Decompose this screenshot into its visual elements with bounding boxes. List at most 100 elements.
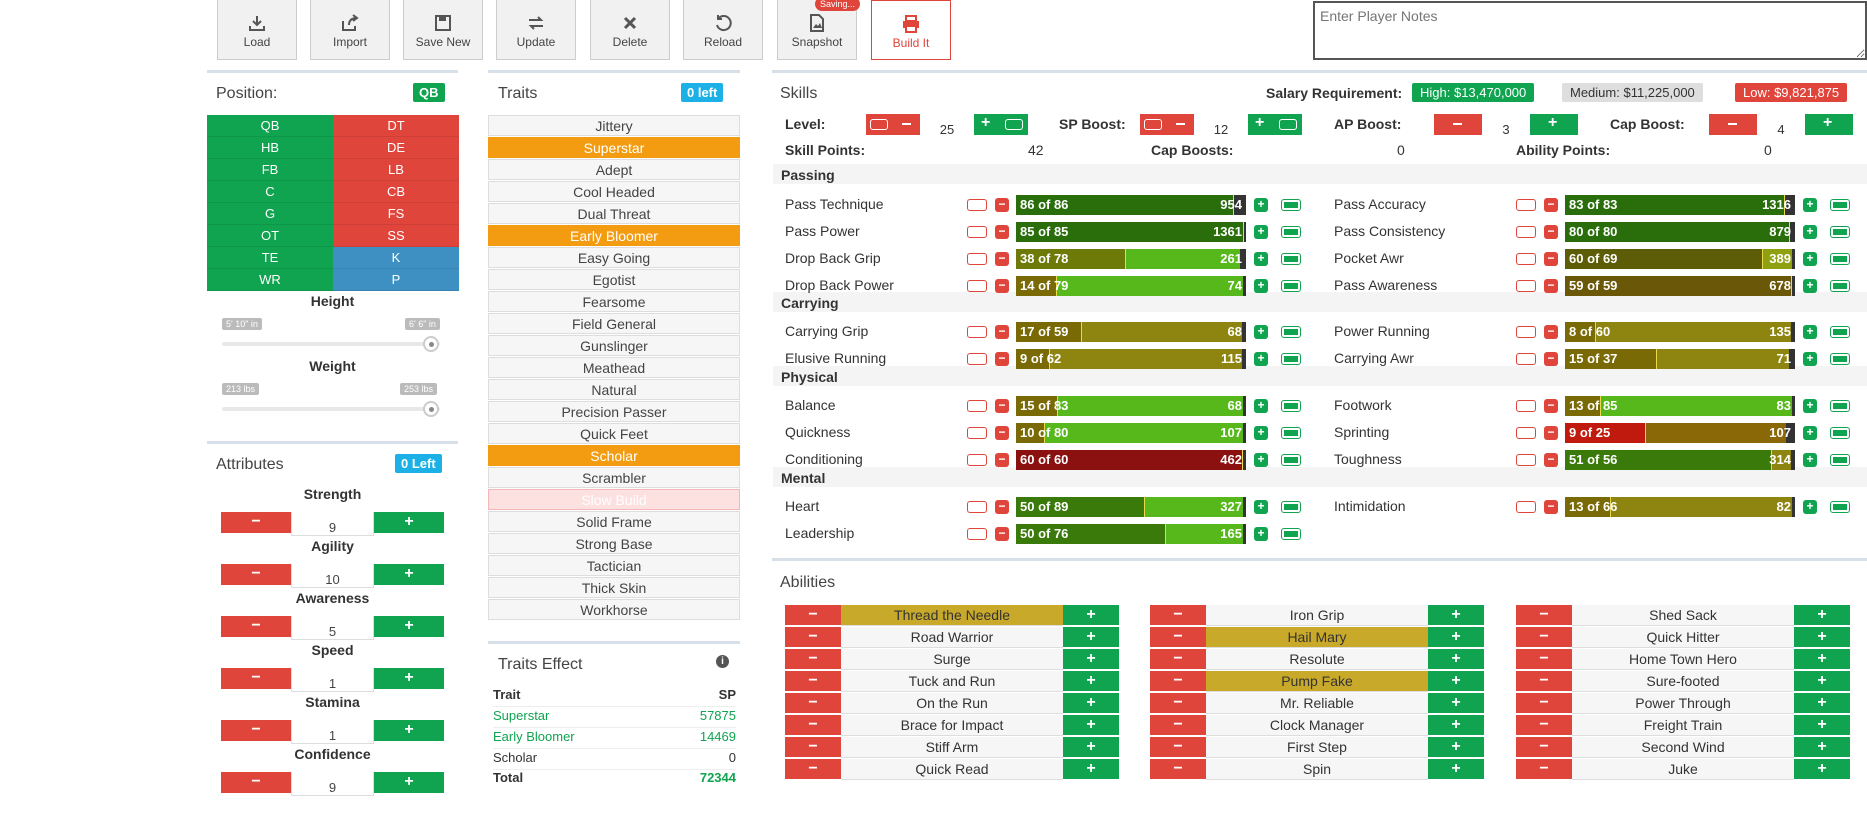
skill-decrease-toughness[interactable]: −: [1544, 453, 1558, 467]
position-button-k[interactable]: K: [333, 247, 459, 269]
ability-freight-train[interactable]: Freight Train: [1572, 715, 1794, 736]
trait-item-gunslinger[interactable]: Gunslinger: [488, 335, 740, 356]
ability-hail-mary[interactable]: Hail Mary: [1206, 627, 1428, 648]
ability-remove-pump-fake[interactable]: −: [1150, 671, 1206, 692]
ability-add-clock-manager[interactable]: +: [1428, 715, 1484, 736]
ability-mr-reliable[interactable]: Mr. Reliable: [1206, 693, 1428, 714]
ability-remove-hail-mary[interactable]: −: [1150, 627, 1206, 648]
skill-increase-power-running[interactable]: +: [1803, 325, 1817, 339]
trait-item-superstar[interactable]: Superstar: [488, 137, 740, 158]
skill-increase-elusive-running[interactable]: +: [1254, 352, 1268, 366]
ability-remove-quick-hitter[interactable]: −: [1516, 627, 1572, 648]
sp-boost-decrease-button[interactable]: [1140, 114, 1194, 135]
battery-icon[interactable]: [1830, 400, 1850, 412]
battery-icon[interactable]: [1281, 326, 1301, 338]
ability-resolute[interactable]: Resolute: [1206, 649, 1428, 670]
ability-remove-clock-manager[interactable]: −: [1150, 715, 1206, 736]
trait-item-precision-passer[interactable]: Precision Passer: [488, 401, 740, 422]
save-new-button[interactable]: Save New: [403, 0, 483, 60]
attribute-decrease-agility[interactable]: −: [221, 564, 291, 585]
trait-item-early-bloomer[interactable]: Early Bloomer: [488, 225, 740, 246]
attribute-increase-confidence[interactable]: +: [374, 772, 444, 793]
ability-add-iron-grip[interactable]: +: [1428, 605, 1484, 626]
attribute-decrease-strength[interactable]: −: [221, 512, 291, 533]
ability-remove-road-warrior[interactable]: −: [785, 627, 841, 648]
trait-item-slow-build[interactable]: Slow Build: [488, 489, 740, 510]
trait-item-field-general[interactable]: Field General: [488, 313, 740, 334]
battery-icon[interactable]: [1281, 199, 1301, 211]
reload-button[interactable]: Reload: [683, 0, 763, 60]
ability-remove-shed-sack[interactable]: −: [1516, 605, 1572, 626]
outline-icon[interactable]: [1516, 226, 1536, 238]
info-icon[interactable]: i: [716, 655, 729, 668]
outline-icon[interactable]: [1516, 253, 1536, 265]
ability-pump-fake[interactable]: Pump Fake: [1206, 671, 1428, 692]
ability-surge[interactable]: Surge: [841, 649, 1063, 670]
attribute-value-confidence[interactable]: 9: [291, 772, 374, 796]
trait-item-workhorse[interactable]: Workhorse: [488, 599, 740, 620]
attribute-value-strength[interactable]: 9: [291, 512, 374, 536]
outline-icon[interactable]: [1516, 353, 1536, 365]
ability-add-first-step[interactable]: +: [1428, 737, 1484, 758]
ability-road-warrior[interactable]: Road Warrior: [841, 627, 1063, 648]
skill-increase-conditioning[interactable]: +: [1254, 453, 1268, 467]
ability-add-hail-mary[interactable]: +: [1428, 627, 1484, 648]
attribute-value-stamina[interactable]: 1: [291, 720, 374, 744]
outline-icon[interactable]: [1516, 501, 1536, 513]
skill-increase-heart[interactable]: +: [1254, 500, 1268, 514]
update-button[interactable]: Update: [496, 0, 576, 60]
battery-icon[interactable]: [1830, 454, 1850, 466]
trait-item-solid-frame[interactable]: Solid Frame: [488, 511, 740, 532]
ability-clock-manager[interactable]: Clock Manager: [1206, 715, 1428, 736]
skill-decrease-balance[interactable]: −: [995, 399, 1009, 413]
trait-item-natural[interactable]: Natural: [488, 379, 740, 400]
ability-add-second-wind[interactable]: +: [1794, 737, 1850, 758]
skill-increase-pocket-awr[interactable]: +: [1803, 252, 1817, 266]
outline-icon[interactable]: [967, 528, 987, 540]
build-it-button[interactable]: Build It: [871, 0, 951, 60]
outline-icon[interactable]: [967, 353, 987, 365]
position-button-lb[interactable]: LB: [333, 159, 459, 181]
skill-decrease-power-running[interactable]: −: [1544, 325, 1558, 339]
cap-boost-decrease-button[interactable]: [1709, 114, 1757, 135]
attribute-increase-strength[interactable]: +: [374, 512, 444, 533]
trait-item-quick-feet[interactable]: Quick Feet: [488, 423, 740, 444]
battery-icon[interactable]: [1830, 501, 1850, 513]
battery-icon[interactable]: [1830, 280, 1850, 292]
outline-icon[interactable]: [1516, 199, 1536, 211]
ability-second-wind[interactable]: Second Wind: [1572, 737, 1794, 758]
skill-decrease-carrying-grip[interactable]: −: [995, 325, 1009, 339]
outline-icon[interactable]: [1516, 326, 1536, 338]
attribute-increase-speed[interactable]: +: [374, 668, 444, 689]
skill-decrease-quickness[interactable]: −: [995, 426, 1009, 440]
attribute-value-speed[interactable]: 1: [291, 668, 374, 692]
ability-add-brace-for-impact[interactable]: +: [1063, 715, 1119, 736]
trait-item-jittery[interactable]: Jittery: [488, 115, 740, 136]
skill-increase-quickness[interactable]: +: [1254, 426, 1268, 440]
skill-decrease-elusive-running[interactable]: −: [995, 352, 1009, 366]
ability-home-town-hero[interactable]: Home Town Hero: [1572, 649, 1794, 670]
outline-icon[interactable]: [1516, 400, 1536, 412]
ability-add-sure-footed[interactable]: +: [1794, 671, 1850, 692]
skill-decrease-carrying-awr[interactable]: −: [1544, 352, 1558, 366]
ability-add-resolute[interactable]: +: [1428, 649, 1484, 670]
ability-brace-for-impact[interactable]: Brace for Impact: [841, 715, 1063, 736]
ability-remove-juke[interactable]: −: [1516, 759, 1572, 780]
ability-remove-freight-train[interactable]: −: [1516, 715, 1572, 736]
level-decrease-button[interactable]: [866, 114, 920, 135]
battery-icon[interactable]: [1281, 400, 1301, 412]
ability-add-home-town-hero[interactable]: +: [1794, 649, 1850, 670]
trait-item-egotist[interactable]: Egotist: [488, 269, 740, 290]
skill-increase-toughness[interactable]: +: [1803, 453, 1817, 467]
battery-icon[interactable]: [1281, 353, 1301, 365]
ability-add-juke[interactable]: +: [1794, 759, 1850, 780]
skill-increase-sprinting[interactable]: +: [1803, 426, 1817, 440]
ability-juke[interactable]: Juke: [1572, 759, 1794, 780]
trait-item-strong-base[interactable]: Strong Base: [488, 533, 740, 554]
ap-boost-increase-button[interactable]: +: [1530, 114, 1578, 135]
outline-icon[interactable]: [1516, 427, 1536, 439]
sp-boost-increase-button[interactable]: +: [1248, 114, 1302, 135]
ability-spin[interactable]: Spin: [1206, 759, 1428, 780]
position-button-qb[interactable]: QB: [207, 115, 333, 137]
battery-icon[interactable]: [1830, 353, 1850, 365]
